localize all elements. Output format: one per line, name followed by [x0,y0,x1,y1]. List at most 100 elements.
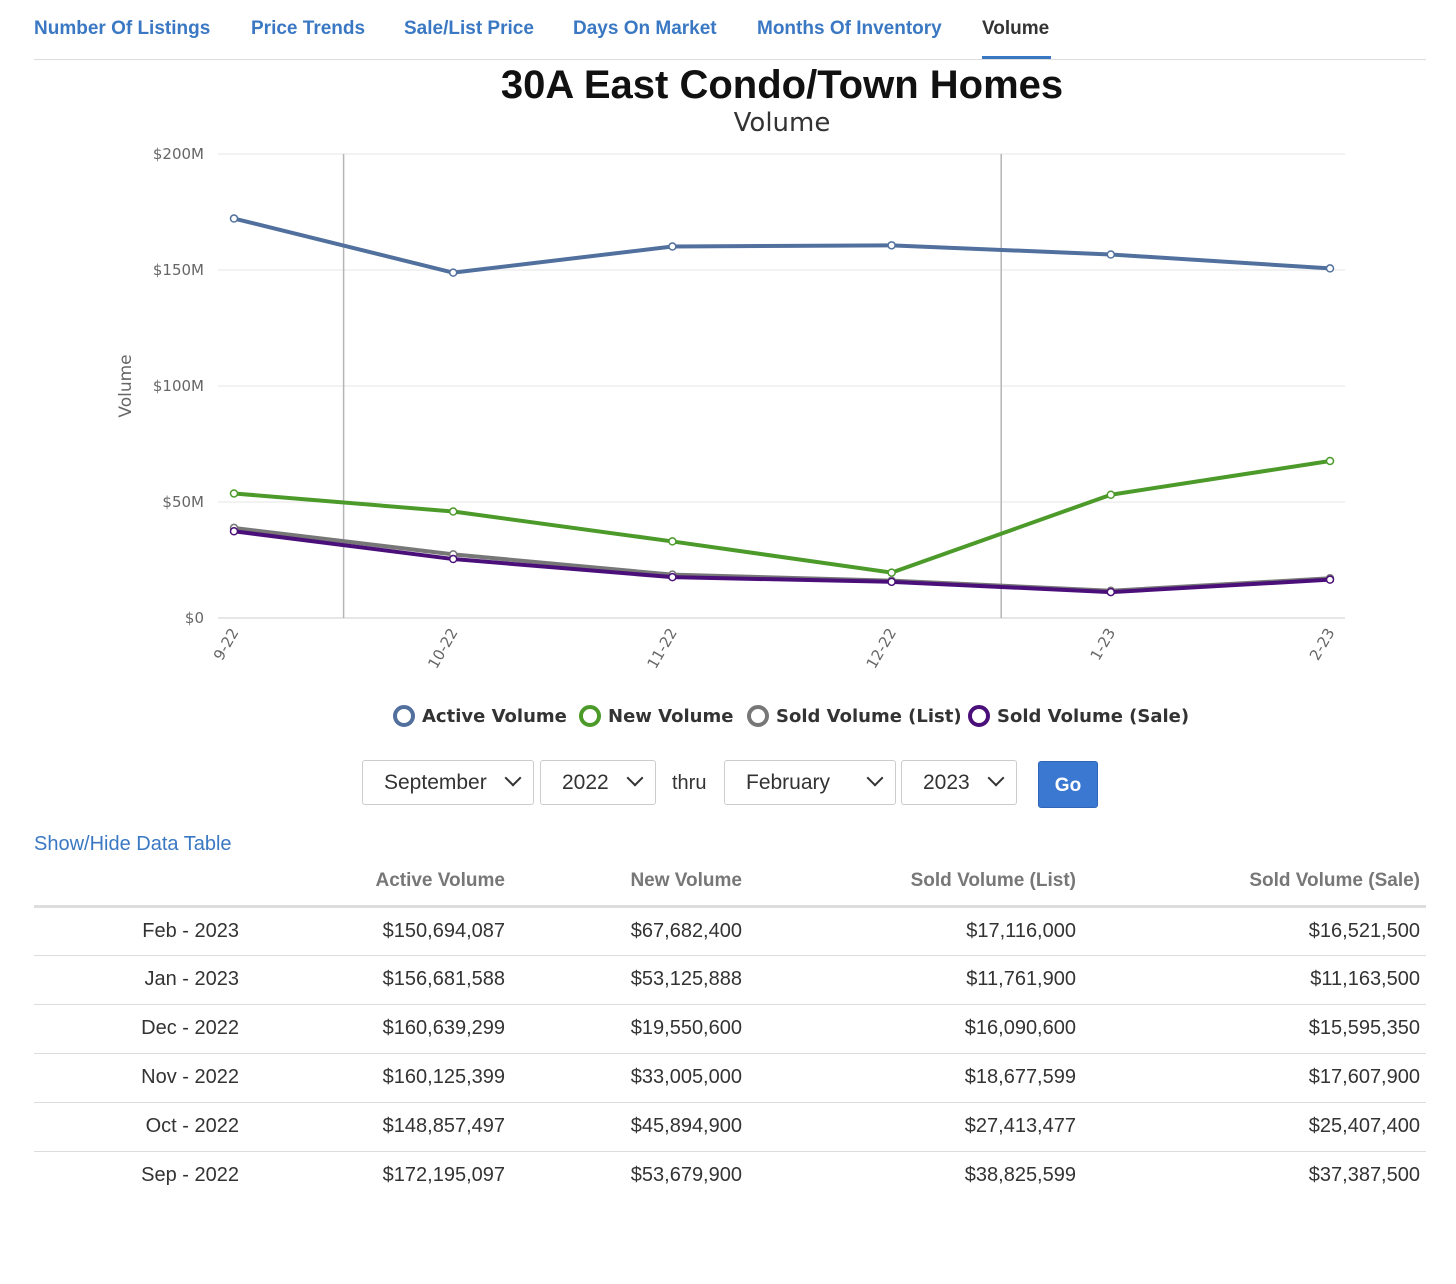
y-tick-label: $50M [162,493,204,511]
data-point [1106,490,1116,499]
table-cell-date: Sep - 2022 [141,1164,239,1187]
table-row: Feb - 2023 $150,694,087 $67,682,400 $17,… [34,906,1426,956]
table-header-new-volume: New Volume [511,858,748,908]
start-year-value: 2022 [562,771,609,794]
table-cell-date: Oct - 2022 [34,1102,245,1152]
tab-sale-list-price[interactable]: Sale/List Price [404,18,534,39]
data-point [448,507,458,516]
show-hide-data-table-link[interactable]: Show/Hide Data Table [34,833,232,855]
go-button[interactable]: Go [1038,761,1098,808]
chart-title: 30A East Condo/Town Homes [501,63,1063,107]
x-tick-label: 10-22 [424,625,461,672]
end-month-select[interactable]: February [724,760,896,805]
end-year-value: 2023 [923,771,970,794]
series-sold-volume-list [229,523,1335,595]
data-point [1106,250,1116,259]
table-row: Sep - 2022 $172,195,097 $53,679,900 $38,… [34,1151,1426,1200]
data-point [1325,456,1335,466]
y-axis-label: Volume [116,354,136,417]
chevron-down-icon [504,769,522,787]
legend-item-sold-volume-list[interactable]: Sold Volume (List) [747,705,962,727]
start-month-select[interactable]: September [362,760,534,805]
table-row: Nov - 2022 $160,125,399 $33,005,000 $18,… [34,1053,1426,1103]
table-cell: $148,857,497 [245,1102,511,1152]
table-header-sold-volume-list: Sold Volume (List) [748,858,1082,908]
start-month-value: September [384,771,487,794]
tab-volume[interactable]: Volume [982,18,1050,39]
table-cell: $15,595,350 [1082,1004,1426,1054]
table-row: Jan - 2023 $156,681,588 $53,125,888 $11,… [34,955,1426,1005]
data-point [229,489,239,498]
data-point [229,527,239,536]
table-cell-date: Dec - 2022 [34,1004,245,1054]
data-point [668,572,677,582]
legend-label: Sold Volume (Sale) [997,706,1189,727]
table-cell: $11,163,500 [1082,955,1426,1005]
table-cell: $150,694,087 [245,906,511,956]
x-tick-label: 9-22 [210,625,243,663]
tab-days-on-market[interactable]: Days On Market [573,18,717,39]
x-tick-label: 12-22 [863,625,900,672]
table-row: Dec - 2022 $160,639,299 $19,550,600 $16,… [34,1004,1426,1054]
data-point [887,568,896,577]
legend-marker-icon [579,705,601,727]
legend-item-new-volume[interactable]: New Volume [579,705,733,727]
y-tick-label: $100M [153,377,204,395]
tab-bar: Number Of Listings Price Trends Sale/Lis… [34,0,1426,60]
table-cell: $160,125,399 [245,1053,511,1103]
table-cell-date: Jan - 2023 [34,955,245,1005]
end-month-value: February [746,771,831,794]
end-year-select[interactable]: 2023 [901,760,1017,805]
tab-price-trends[interactable]: Price Trends [251,18,366,39]
legend-item-sold-volume-sale[interactable]: Sold Volume (Sale) [968,705,1189,727]
chevron-down-icon [987,769,1005,787]
series-active-volume [229,214,1335,277]
data-point [1325,575,1335,584]
table-cell: $37,387,500 [1308,1164,1420,1187]
chevron-down-icon [626,769,644,787]
series-line-active-volume [233,216,1331,275]
legend-marker-icon [968,705,990,727]
table-header-date [34,858,245,908]
table-cell: $67,682,400 [511,906,748,956]
table-cell: $19,550,600 [511,1004,748,1054]
table-cell: $156,681,588 [245,955,511,1005]
data-point [1325,264,1335,273]
table-cell: $16,521,500 [1082,906,1426,956]
table-header-active-volume: Active Volume [245,858,511,908]
data-point [887,577,896,587]
data-point [887,241,896,250]
date-range-controls: September 2022 thru February 2023 Go [0,760,1456,810]
table-cell: $16,090,600 [748,1004,1082,1054]
table-cell: $17,607,900 [1082,1053,1426,1103]
legend-marker-icon [393,705,415,727]
data-point [448,554,458,564]
table-cell: $53,125,888 [511,955,748,1005]
y-tick-label: $0 [185,609,204,627]
chart-subtitle: Volume [734,108,831,138]
chevron-down-icon [866,769,884,787]
series-line-new-volume [233,459,1331,575]
series-line-sold-volume-sale [233,529,1331,595]
x-tick-label: 11-22 [643,625,680,672]
data-point [668,537,677,546]
series-new-volume [229,456,1335,577]
table-header-sold-volume-sale: Sold Volume (Sale) [1082,858,1426,908]
legend-item-active-volume[interactable]: Active Volume [393,705,567,727]
legend-label: New Volume [608,706,733,727]
table-header-row: Active Volume New Volume Sold Volume (Li… [34,858,1426,908]
table-cell: $25,407,400 [1082,1102,1426,1152]
tab-number-of-listings[interactable]: Number Of Listings [34,18,211,39]
tab-months-of-inventory[interactable]: Months Of Inventory [757,18,942,39]
table-cell: $27,413,477 [748,1102,1082,1152]
table-cell: $38,825,599 [964,1164,1076,1187]
table-cell: $18,677,599 [748,1053,1082,1103]
table-cell: $53,679,900 [630,1164,742,1187]
data-table: Active Volume New Volume Sold Volume (Li… [34,858,1426,1200]
start-year-select[interactable]: 2022 [540,760,656,805]
table-cell: $45,894,900 [511,1102,748,1152]
table-cell-date: Feb - 2023 [34,906,245,956]
table-cell: $17,116,000 [748,906,1082,956]
table-cell: $160,639,299 [245,1004,511,1054]
y-tick-label: $200M [153,145,204,163]
